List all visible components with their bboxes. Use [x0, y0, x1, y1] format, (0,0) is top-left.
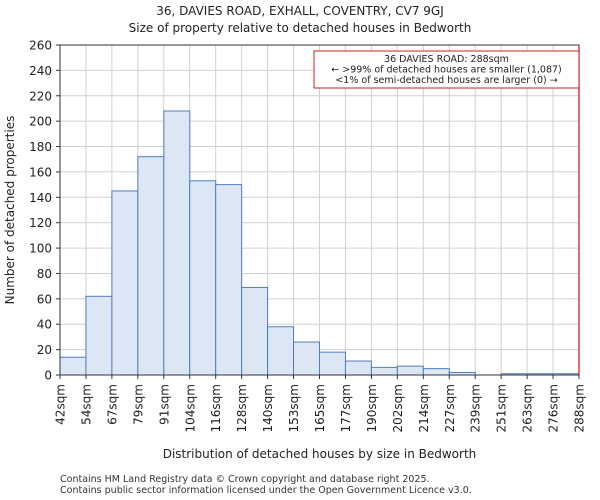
- footer-line-2: Contains public sector information licen…: [60, 485, 472, 496]
- bar: [396, 365, 424, 376]
- bar: [241, 286, 269, 376]
- property-marker: 36 DAVIES ROAD: 288sqm← >99% of detached…: [313, 45, 580, 375]
- x-tick-label: 91sqm: [157, 384, 171, 425]
- x-tick-label: 227sqm: [443, 384, 457, 432]
- x-tick-label: 263sqm: [521, 384, 535, 432]
- x-tick-label: 214sqm: [417, 384, 431, 432]
- x-tick-label: 239sqm: [469, 384, 483, 432]
- bar: [267, 326, 295, 376]
- x-tick-label: 67sqm: [105, 384, 119, 425]
- y-tick-label: 0: [44, 369, 52, 383]
- y-tick-label: 100: [29, 242, 52, 256]
- x-tick-label: 79sqm: [131, 384, 145, 425]
- y-tick-label: 60: [37, 292, 52, 306]
- x-tick-label: 165sqm: [313, 384, 327, 432]
- bar: [422, 368, 450, 376]
- y-tick-labels: 0 20 40 60 80 100 120 140 160 180 200 220 240 260: [29, 39, 52, 383]
- x-tick-label: 288sqm: [573, 384, 587, 432]
- y-tick-label: 180: [29, 140, 52, 154]
- x-tick-label: 190sqm: [365, 384, 379, 432]
- x-tick-label: 42sqm: [54, 384, 68, 425]
- y-tick-label: 20: [37, 343, 52, 357]
- chart-subtitle: Size of property relative to detached ho…: [128, 21, 472, 35]
- x-tick-label: 104sqm: [183, 384, 197, 432]
- annotation-line: ← >99% of detached houses are smaller (1…: [331, 65, 562, 76]
- bar: [344, 360, 372, 376]
- x-tick-label: 202sqm: [391, 384, 405, 432]
- y-tick-label: 240: [29, 64, 52, 78]
- chart-title: 36, DAVIES ROAD, EXHALL, COVENTRY, CV7 9…: [156, 4, 444, 18]
- y-tick-label: 200: [29, 115, 52, 129]
- bar: [293, 341, 320, 376]
- bars-group: [59, 110, 580, 376]
- x-tick-label: 153sqm: [287, 384, 301, 432]
- y-tick-label: 260: [29, 39, 52, 53]
- annotation-line: 36 DAVIES ROAD: 288sqm: [384, 54, 509, 65]
- y-tick-label: 220: [29, 89, 52, 103]
- footer-line-1: Contains HM Land Registry data © Crown c…: [60, 474, 430, 485]
- y-tick-label: 160: [29, 165, 52, 179]
- x-tick-label: 251sqm: [495, 384, 509, 432]
- x-tick-label: 116sqm: [209, 384, 223, 432]
- annotation-box: [313, 50, 580, 89]
- x-tick-label: 54sqm: [79, 384, 93, 425]
- histogram-chart: 0 20 40 60 80 100 120 140 160 180 200 220 240 260 42s…: [3, 39, 587, 462]
- bar: [163, 110, 191, 376]
- x-tick-label: 177sqm: [339, 384, 353, 432]
- y-tick-label: 140: [29, 191, 52, 205]
- y-tick-label: 120: [29, 216, 52, 230]
- bar: [85, 295, 113, 376]
- x-tick-label: 276sqm: [547, 384, 561, 432]
- x-axis-label: Distribution of detached houses by size …: [163, 447, 477, 461]
- y-tick-label: 80: [37, 267, 52, 281]
- annotation-line: <1% of semi-detached houses are larger (…: [335, 75, 557, 86]
- bar: [59, 356, 87, 376]
- bar: [137, 156, 165, 376]
- y-axis-label: Number of detached properties: [3, 116, 17, 305]
- y-tick-label: 40: [37, 318, 52, 332]
- bar: [111, 190, 139, 376]
- bar: [370, 366, 398, 376]
- bar: [189, 180, 217, 376]
- bar: [319, 351, 346, 376]
- x-tick-labels: 42sqm 54sqm 67sqm 79sqm 91sqm 104sqm 116sqm 128…: [54, 384, 587, 432]
- bar: [215, 184, 243, 376]
- x-tick-label: 128sqm: [235, 384, 249, 432]
- x-tick-label: 140sqm: [261, 384, 275, 432]
